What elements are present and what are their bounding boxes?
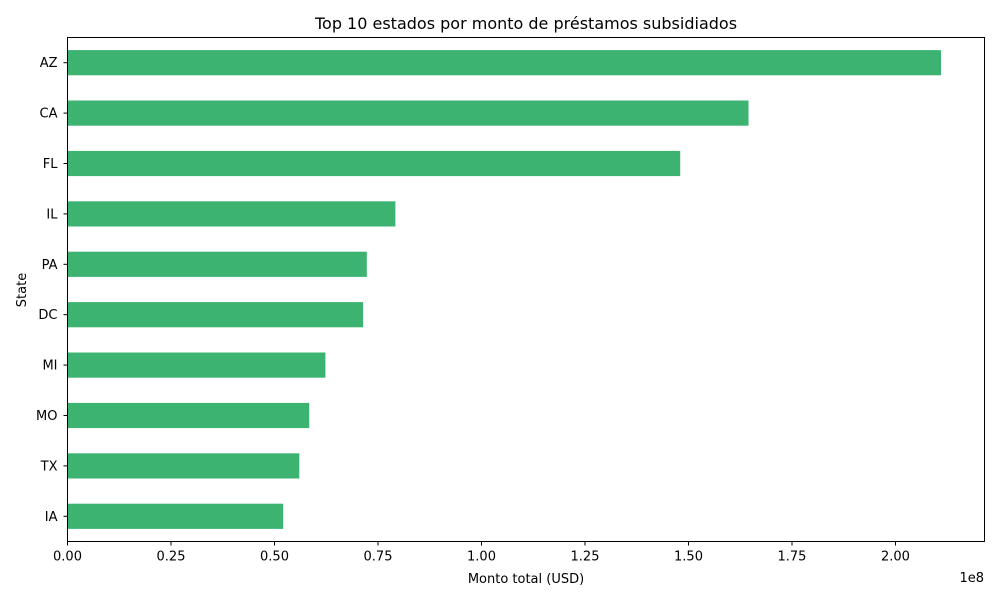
y-tick-label: TX (40, 459, 58, 474)
y-tick-label: DC (38, 308, 57, 323)
x-tick-label: 0.00 (53, 550, 82, 565)
plot-frame (67, 37, 985, 542)
y-axis-ticks: AZ CA FL IL PA DC MI MO TX IA (36, 56, 68, 525)
y-tick-label: CA (40, 107, 58, 122)
x-tick-label: 2.00 (881, 550, 910, 565)
x-tick-label: 0.25 (157, 550, 186, 565)
bars-group (67, 50, 942, 529)
x-axis-label: Monto total (USD) (468, 572, 584, 587)
x-tick-label: 1.00 (467, 550, 496, 565)
bar-dc (67, 302, 364, 328)
x-tick-label: 1.75 (778, 550, 807, 565)
y-axis-label: State (15, 273, 30, 307)
bar-ca (67, 100, 749, 126)
x-tick-label: 1.50 (674, 550, 703, 565)
chart-title: Top 10 estados por monto de préstamos su… (314, 14, 737, 33)
y-tick-label: MO (36, 409, 57, 424)
bar-il (67, 201, 396, 227)
bar-tx (67, 453, 300, 479)
x-tick-label: 1.25 (571, 550, 600, 565)
y-tick-label: FL (43, 157, 58, 172)
x-axis-offset-label: 1e8 (959, 571, 984, 586)
y-tick-label: IA (45, 510, 58, 525)
x-axis-ticks: 0.00 0.25 0.50 0.75 1.00 1.25 1.50 1.75 2.00 (53, 541, 910, 565)
bar-ia (67, 503, 284, 529)
bar-mo (67, 402, 310, 429)
bar-pa (67, 251, 367, 277)
y-tick-label: IL (46, 207, 58, 222)
bar-fl (67, 150, 681, 177)
x-tick-label: 0.50 (260, 550, 289, 565)
bar-az (67, 50, 942, 76)
y-tick-label: MI (42, 359, 57, 374)
bar-mi (67, 352, 326, 378)
x-tick-label: 0.75 (364, 550, 393, 565)
y-tick-label: AZ (40, 56, 58, 71)
y-tick-label: PA (42, 258, 58, 273)
